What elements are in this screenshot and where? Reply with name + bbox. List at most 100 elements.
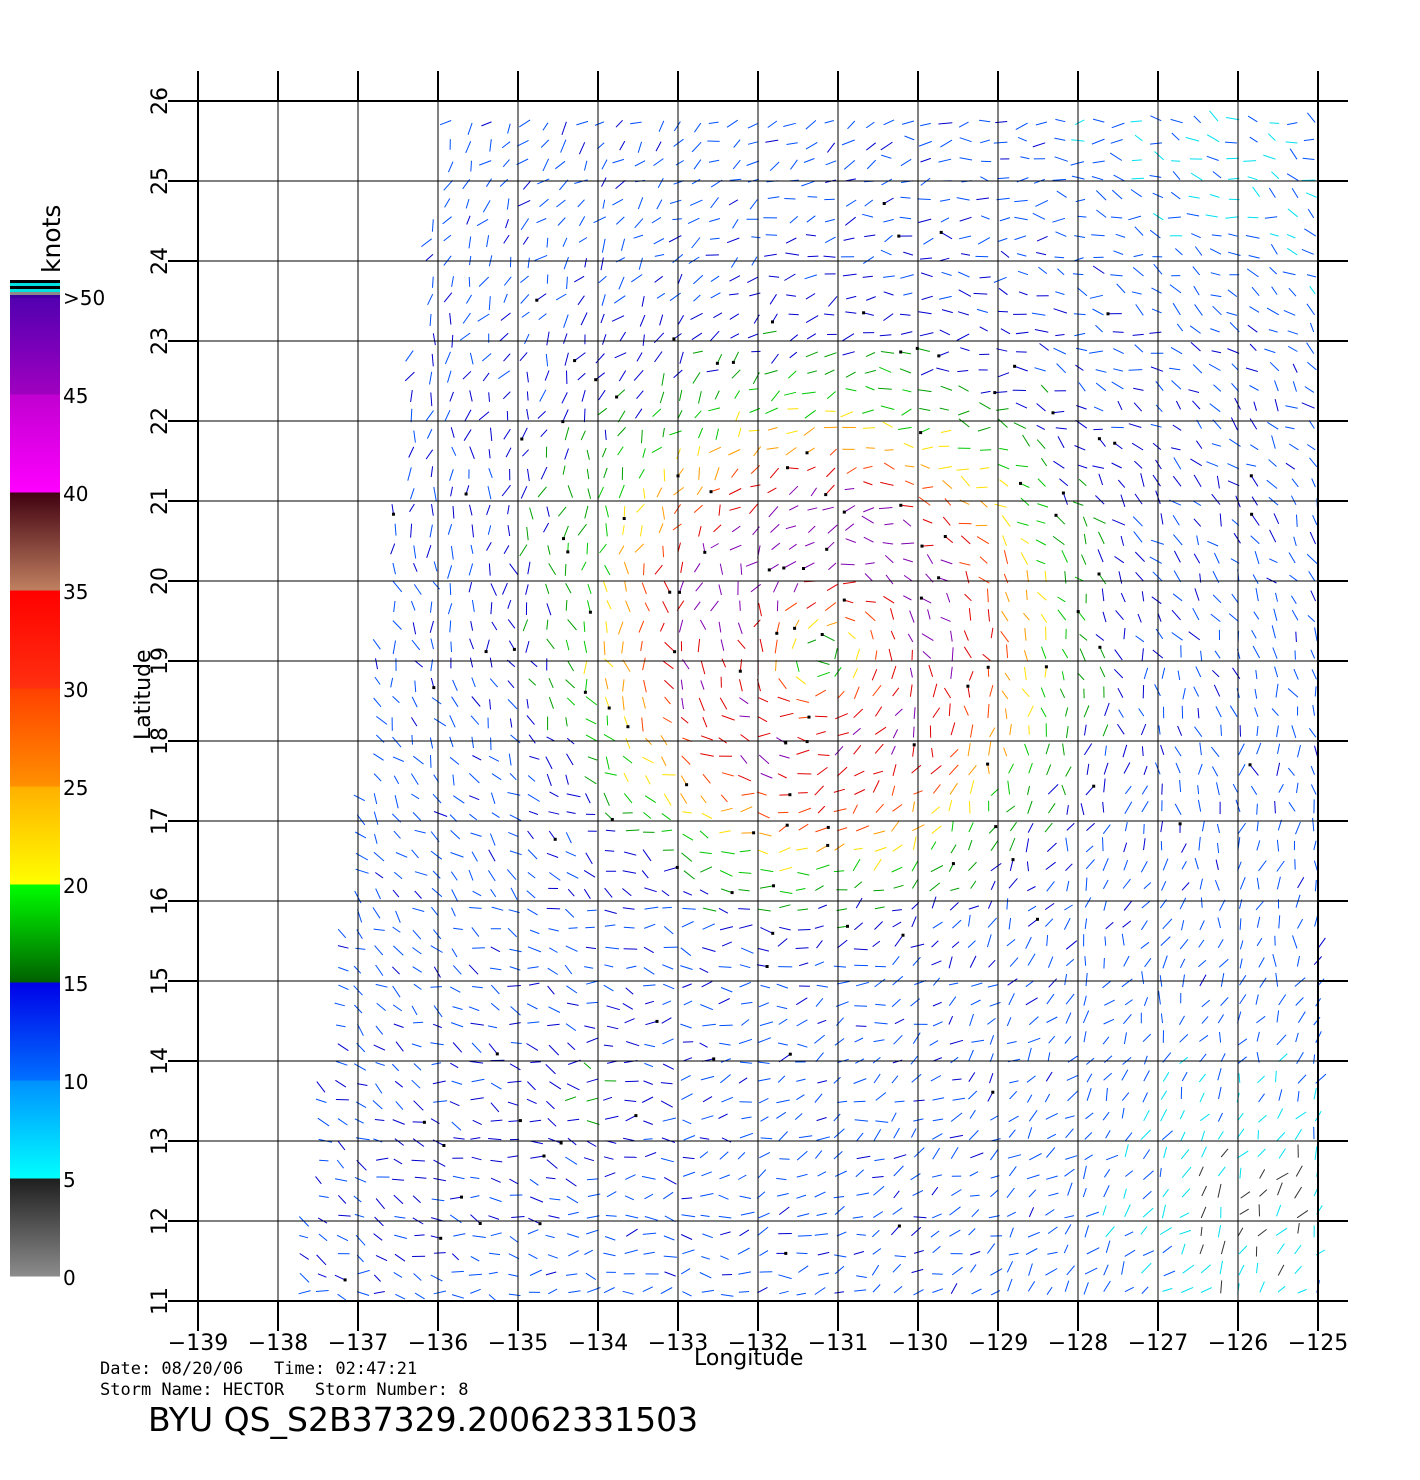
wind-vector: [940, 429, 952, 433]
wind-vector: [538, 313, 547, 320]
wind-vector: [443, 179, 454, 191]
wind-vector: [1103, 900, 1107, 911]
wind-vector: [861, 515, 874, 524]
wind-vector: [740, 754, 748, 764]
wind-vector: [1152, 442, 1162, 450]
wind-vector: [1253, 401, 1257, 411]
wind-vector: [1161, 880, 1167, 891]
wind-vector: [1063, 917, 1071, 930]
plot-frame: [197, 100, 1319, 1302]
wind-vector: [1110, 139, 1123, 144]
wind-vector: [1053, 347, 1067, 355]
wind-vector: [1200, 897, 1203, 908]
wind-vector: [691, 237, 701, 249]
wind-vector: [701, 980, 713, 988]
wind-vector: [900, 196, 911, 199]
wind-vector: [1149, 556, 1162, 564]
wind-vector: [691, 178, 701, 185]
wind-vector: [603, 1252, 616, 1257]
wind-vector: [1150, 423, 1162, 428]
wind-vector: [702, 1023, 716, 1027]
wind-vector: [1256, 1262, 1259, 1274]
wind-vector: [1309, 285, 1316, 295]
wind-vector: [864, 234, 876, 238]
wind-vector: [740, 1001, 753, 1005]
wind-vector: [337, 1043, 349, 1052]
wind-vector: [779, 712, 794, 718]
wind-vector: [767, 120, 778, 128]
wind-vector: [1044, 666, 1047, 678]
wind-vector: [453, 795, 465, 804]
wind-vector: [1037, 591, 1047, 601]
wind-vector: [1007, 978, 1018, 986]
wind-vector: [564, 964, 573, 975]
wind-vector: [805, 234, 816, 237]
wind-vector: [956, 333, 970, 341]
wind-vector: [1020, 156, 1030, 160]
wind-vector: [1009, 821, 1018, 832]
wind-vector: [577, 199, 585, 208]
wind-vector: [1211, 443, 1222, 447]
wind-vector: [1285, 426, 1295, 430]
wind-vector: [713, 524, 722, 533]
wind-vector: [1052, 535, 1065, 546]
wind-vector: [920, 122, 931, 127]
wind-vector: [1057, 268, 1065, 276]
wind-vector: [765, 139, 779, 143]
wind-vector: [526, 1043, 539, 1051]
wind-vector: [604, 1115, 619, 1120]
wind-vector: [1064, 1224, 1072, 1235]
wind-vector: [586, 1140, 597, 1147]
wind-vector: [796, 1094, 805, 1101]
wind-vector: [1278, 1148, 1286, 1159]
wind-vector: [1198, 1166, 1204, 1177]
wind-vector: [547, 1118, 557, 1127]
wind-vector: [874, 906, 885, 910]
wind-vector: [1275, 972, 1279, 987]
wind-vector: [565, 1023, 577, 1032]
wind-vector: [673, 138, 684, 147]
wind-vector: [468, 964, 479, 975]
wind-vector: [663, 1191, 674, 1200]
wind-vector: [842, 333, 855, 342]
wind-vector: [413, 563, 418, 572]
wind-vector: [509, 773, 517, 781]
wind-vector: [1199, 920, 1205, 931]
wind-vector: [779, 754, 790, 759]
wind-vector: [834, 1291, 844, 1294]
wind-vector: [1170, 447, 1181, 451]
wind-vector: [680, 679, 684, 690]
wind-vector: [760, 772, 773, 779]
wind-vector: [1307, 615, 1316, 623]
wind-vector: [604, 429, 607, 441]
wind-vector: [1276, 1243, 1285, 1255]
wind-vector: [411, 1159, 425, 1162]
wind-vector: [1066, 726, 1069, 739]
wind-vector: [1160, 1090, 1168, 1100]
wind-vector: [1211, 493, 1221, 505]
wind-vector: [1239, 1167, 1242, 1179]
wind-vector: [739, 981, 752, 988]
wind-vector: [507, 1155, 518, 1158]
rain-flag: [765, 965, 769, 968]
wind-vector: [1179, 779, 1182, 793]
wind-vector: [546, 506, 550, 517]
wind-vector: [583, 640, 588, 653]
wind-vector: [735, 411, 740, 421]
wind-vector: [910, 943, 925, 948]
wind-vector: [759, 1021, 774, 1027]
wind-vector: [702, 716, 708, 728]
wind-vector: [1236, 1150, 1249, 1159]
wind-vector: [701, 1115, 714, 1120]
wind-vector: [978, 576, 990, 584]
wind-vector: [795, 676, 807, 685]
wind-vector: [1276, 839, 1280, 852]
wind-vector: [940, 385, 953, 391]
wind-vector: [545, 1064, 556, 1075]
wind-vector: [845, 616, 856, 622]
rain-flag: [512, 647, 516, 651]
wind-vector: [1174, 803, 1182, 815]
wind-vector: [894, 708, 903, 716]
x-tick-label: −125: [1288, 1331, 1348, 1356]
y-tick-label: 22: [148, 407, 173, 435]
